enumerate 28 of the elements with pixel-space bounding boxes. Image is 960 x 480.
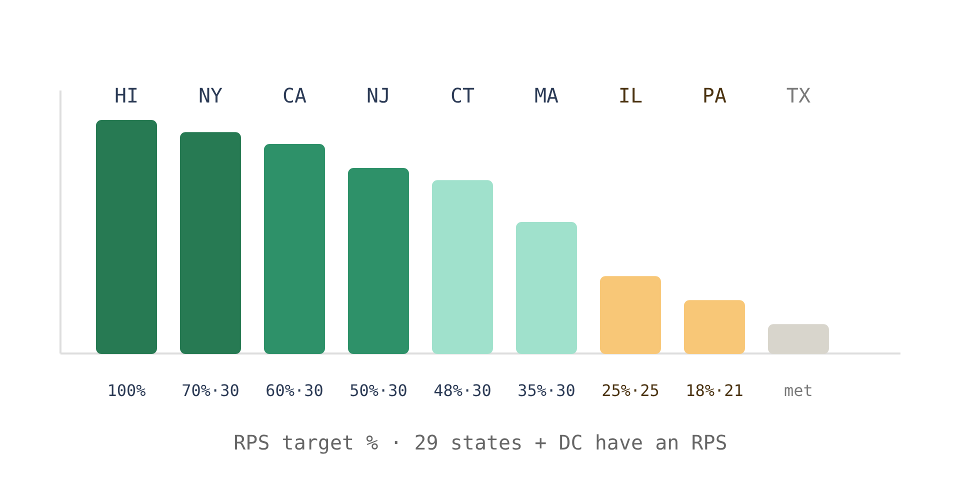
- text: 70%·30: [182, 381, 240, 400]
- text: 35%·30: [518, 381, 576, 400]
- text: 48%·30: [434, 381, 492, 400]
- bar: [96, 120, 157, 354]
- x-tick-label: MA: [534, 84, 559, 108]
- text: met: [784, 381, 813, 400]
- x-tick-label: NY: [198, 84, 223, 108]
- text: 18%·21: [686, 381, 744, 400]
- bar: [684, 300, 745, 354]
- text: RPS target % · 29 states + DC have an RPS: [234, 430, 728, 455]
- bar: [180, 132, 241, 354]
- x-tick-label: HI: [114, 84, 139, 108]
- x-tick-label: IL: [618, 84, 643, 108]
- bar: [516, 222, 577, 354]
- text: 50%·30: [350, 381, 408, 400]
- bar: [348, 168, 409, 354]
- x-tick-label: CA: [282, 84, 307, 108]
- bar: [264, 144, 325, 354]
- x-tick-label: PA: [702, 84, 727, 108]
- x-tick-label: CT: [450, 84, 475, 108]
- bar: [600, 276, 661, 354]
- text: 60%·30: [266, 381, 324, 400]
- text: 25%·25: [602, 381, 660, 400]
- bar: [768, 324, 829, 354]
- x-tick-label: TX: [786, 84, 811, 108]
- x-tick-label: NJ: [366, 84, 391, 108]
- text: 100%: [107, 381, 146, 400]
- bar: [432, 180, 493, 354]
